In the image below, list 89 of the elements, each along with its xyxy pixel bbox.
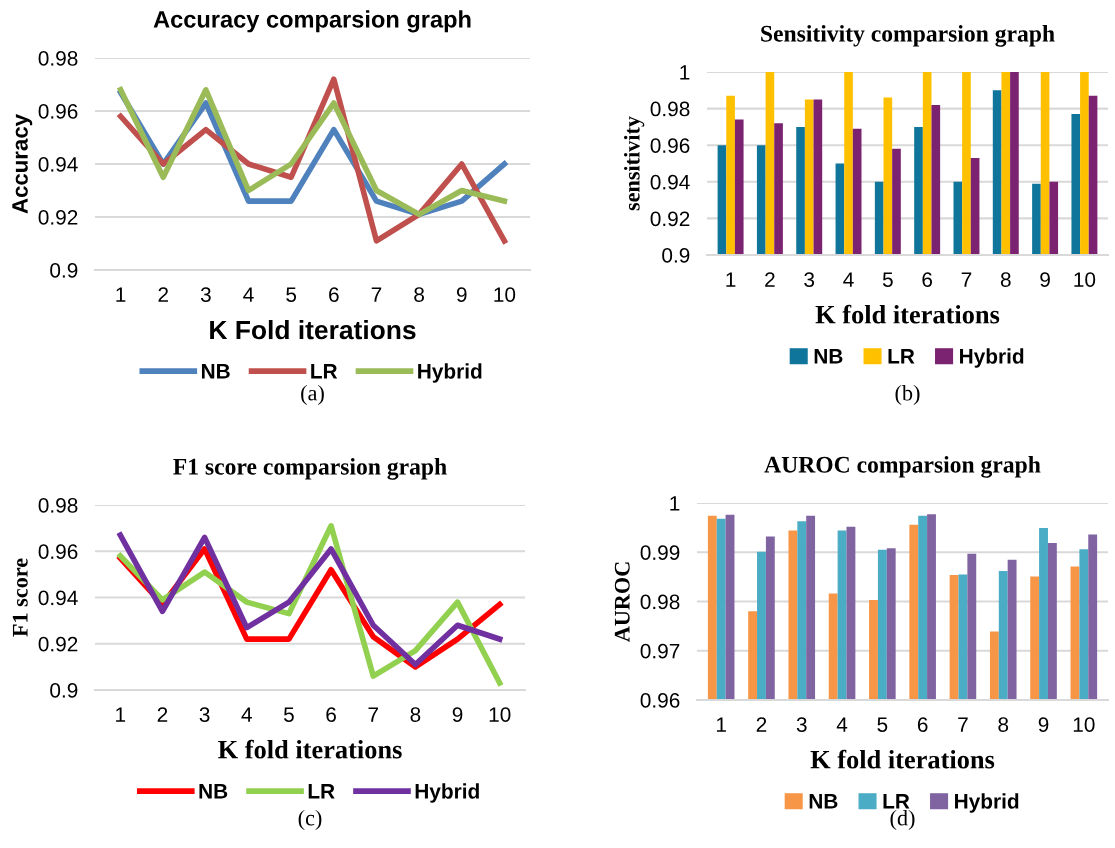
y-axis-title: sensitivity: [624, 116, 645, 211]
legend-label: LR: [311, 364, 338, 379]
y-tick-label: 0.94: [650, 174, 690, 190]
y-tick-label: 0.96: [640, 693, 680, 708]
x-axis-title: K fold iterations: [218, 739, 402, 759]
legend-label: NB: [814, 349, 843, 364]
y-tick-label: 0.92: [38, 636, 78, 652]
legend-label: NB: [199, 784, 228, 799]
chart-title: Accuracy comparsion graph: [153, 10, 471, 33]
y-tick-label: 0.96: [38, 544, 78, 559]
x-tick-label: 8: [410, 707, 421, 722]
legend-label: LR: [883, 794, 910, 809]
x-tick-label: 2: [158, 287, 168, 302]
text: (a): [301, 384, 324, 406]
y-tick-label: 0.92: [650, 211, 690, 227]
x-tick-label: 10: [489, 707, 511, 722]
legend-label: LR: [888, 349, 915, 364]
x-tick-label: 5: [877, 717, 888, 732]
legend-label: NB: [201, 364, 230, 379]
y-tick-label: 0.94: [38, 157, 78, 172]
x-tick-label: 1: [116, 287, 126, 302]
x-tick-label: 10: [1074, 272, 1096, 287]
y-tick-label: 0.9: [50, 263, 78, 278]
legend-label: NB: [809, 794, 838, 809]
chart-title: F1 score comparsion graph: [173, 458, 447, 480]
x-tick-label: 1: [726, 272, 736, 287]
y-tick-label: 1: [670, 496, 680, 511]
y-tick-label: 0.9: [662, 248, 690, 263]
x-tick-label: 6: [917, 717, 928, 732]
x-tick-label: 8: [1000, 272, 1011, 287]
x-tick-label: 3: [796, 717, 807, 732]
text: (c): [298, 809, 322, 831]
x-tick-label: 2: [756, 717, 767, 732]
y-axis-title: Accuracy: [12, 114, 33, 214]
chart-title: AUROC comparsion graph: [764, 456, 1041, 478]
y-tick-label: 0.98: [38, 498, 78, 513]
x-tick-label: 9: [452, 707, 463, 722]
x-tick-label: 9: [1038, 717, 1049, 732]
x-tick-label: 10: [494, 287, 516, 302]
x-tick-label: 8: [414, 287, 425, 302]
x-axis-title: K fold iterations: [810, 749, 995, 769]
x-tick-label: 5: [882, 272, 893, 287]
x-tick-label: 7: [371, 287, 382, 302]
x-axis-title: K fold iterations: [815, 304, 1000, 324]
y-tick-label: 0.9: [50, 683, 78, 698]
y-tick-label: 0.98: [38, 51, 78, 66]
x-tick-label: 2: [157, 707, 168, 722]
x-tick-label: 1: [716, 717, 726, 732]
x-tick-label: 3: [200, 287, 211, 302]
x-tick-label: 3: [804, 272, 815, 287]
y-axis-title: F1 score: [12, 558, 28, 637]
x-tick-label: 4: [843, 272, 854, 287]
y-tick-label: 1: [680, 65, 690, 80]
legend-label: Hybrid: [415, 783, 479, 803]
x-tick-label: 10: [1073, 717, 1095, 732]
legend-label: Hybrid: [955, 793, 1019, 813]
x-axis-title: K Fold iterations: [210, 319, 416, 340]
y-tick-label: 0.92: [38, 210, 78, 225]
legend-label: Hybrid: [960, 348, 1024, 368]
x-tick-label: 1: [116, 707, 126, 722]
x-tick-label: 9: [456, 287, 467, 302]
y-tick-label: 0.98: [640, 594, 680, 610]
x-tick-label: 2: [765, 272, 775, 287]
x-tick-label: 3: [199, 707, 210, 722]
legend-label: LR: [308, 784, 335, 799]
x-tick-label: 4: [836, 717, 848, 732]
x-tick-label: 9: [1040, 272, 1050, 287]
x-tick-label: 8: [998, 717, 1009, 732]
x-tick-label: 7: [961, 272, 972, 287]
x-tick-label: 4: [241, 707, 252, 722]
x-tick-label: 5: [283, 707, 294, 722]
x-tick-label: 7: [958, 717, 968, 732]
y-tick-label: 0.96: [38, 104, 78, 119]
y-tick-label: 0.99: [640, 545, 680, 560]
x-tick-label: 4: [243, 287, 254, 302]
text: (b): [895, 384, 920, 406]
x-tick-label: 5: [286, 287, 297, 302]
y-tick-label: 0.96: [650, 138, 690, 153]
y-axis-title: AUROC: [614, 562, 630, 643]
y-tick-label: 0.94: [38, 590, 78, 606]
x-tick-label: 7: [368, 707, 378, 722]
x-tick-label: 6: [329, 287, 339, 302]
legend-label: Hybrid: [418, 363, 482, 383]
text: (d): [890, 809, 915, 831]
y-tick-label: 0.97: [640, 643, 680, 659]
x-tick-label: 6: [326, 707, 336, 722]
x-tick-label: 6: [922, 272, 933, 287]
y-tick-label: 0.98: [650, 101, 690, 117]
chart-title: Sensitivity comparsion graph: [761, 25, 1055, 47]
